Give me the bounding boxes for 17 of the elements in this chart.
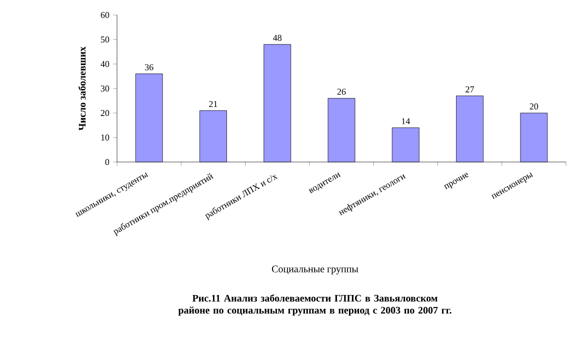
y-tick-label: 30 xyxy=(100,85,110,92)
data-label: 36 xyxy=(144,64,154,70)
y-tick-label: 0 xyxy=(105,158,110,166)
data-label: 20 xyxy=(530,103,538,110)
y-tick-label: 60 xyxy=(100,12,110,18)
data-label: 48 xyxy=(273,34,282,41)
data-label: 26 xyxy=(337,88,346,95)
y-tick-label: 40 xyxy=(100,60,110,68)
y-tick-label: 50 xyxy=(100,36,110,43)
data-label: 27 xyxy=(466,86,474,92)
y-tick-label: 10 xyxy=(101,134,110,141)
y-tick-label: 20 xyxy=(100,110,110,116)
data-label: 21 xyxy=(209,101,218,108)
text: Рис.11 Анализ заболеваемости ГЛПС в Завьяловском районе по социальным группам в период с 2003 по 2007 гг. xyxy=(178,294,452,316)
y-axis-title: Число заболевших xyxy=(78,46,86,130)
x-axis-title: Социальные группы xyxy=(272,266,358,274)
data-label: 14 xyxy=(402,118,410,124)
